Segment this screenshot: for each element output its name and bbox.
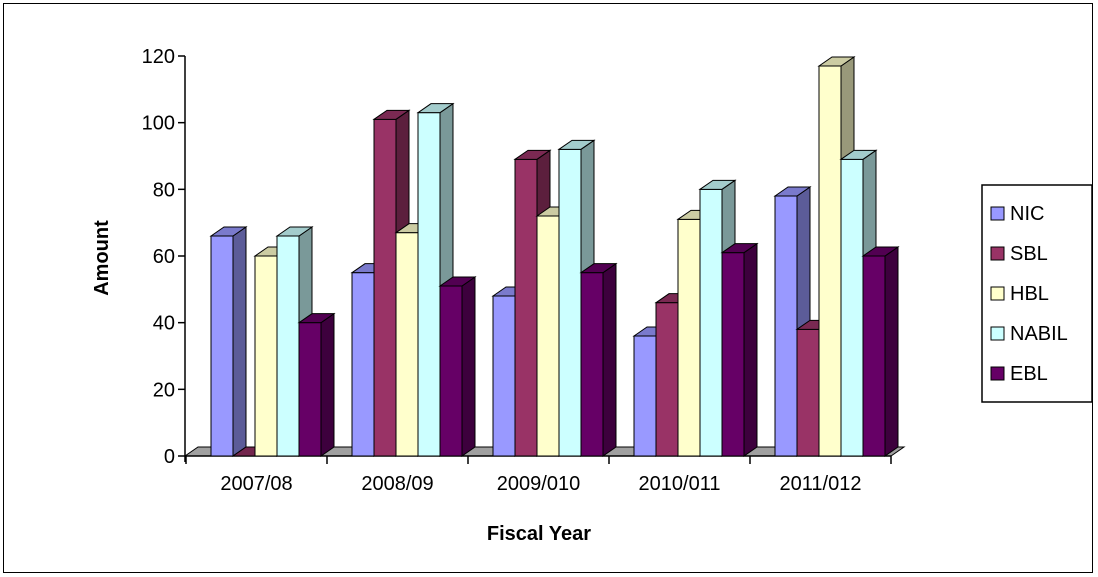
legend-label: EBL	[1010, 363, 1048, 385]
x-tick-label: 2007/08	[220, 473, 292, 495]
legend-label: SBL	[1010, 243, 1048, 265]
legend-item: NIC	[990, 203, 1044, 225]
legend: NIC SBL HBL NABIL EBL	[981, 184, 1093, 403]
legend-label: NIC	[1010, 203, 1044, 225]
y-tick-label: 100	[142, 113, 175, 135]
y-tick-label: 80	[153, 179, 175, 201]
legend-item: EBL	[990, 363, 1048, 385]
x-tick-label: 2010/011	[639, 473, 721, 495]
bar	[579, 262, 618, 457]
legend-label: HBL	[1010, 283, 1049, 305]
legend-item: NABIL	[990, 323, 1068, 345]
chart-labels: 0 20 40 60 80 100 120 2007/08 2008/09 2009/010 201…	[142, 46, 862, 495]
bar	[720, 242, 759, 457]
y-tick-label: 40	[153, 313, 175, 335]
y-tick-label: 60	[153, 246, 175, 268]
legend-item: HBL	[990, 283, 1049, 305]
legend-item: SBL	[990, 243, 1048, 265]
bar	[297, 312, 336, 457]
legend-label: NABIL	[1010, 323, 1068, 345]
x-axis-title: Fiscal Year	[487, 523, 591, 545]
y-tick-label: 120	[142, 46, 175, 68]
y-axis-title: Amount	[91, 220, 113, 296]
y-tick-label: 20	[153, 379, 175, 401]
chart-frame: 0 20 40 60 80 100 120 2007/08 2008/09 2009/010 201…	[3, 3, 1093, 573]
bar	[438, 276, 477, 457]
legend-swatch	[990, 326, 1005, 341]
chart-bars	[209, 56, 900, 457]
legend-swatch	[990, 366, 1005, 381]
legend-swatch	[990, 206, 1005, 221]
legend-swatch	[990, 246, 1005, 261]
bar	[209, 226, 248, 457]
y-tick-label: 0	[164, 446, 175, 468]
bar-chart: 0 20 40 60 80 100 120 2007/08 2008/09 2009/010 201…	[91, 46, 1093, 545]
x-tick-label: 2008/09	[361, 473, 433, 495]
bar	[861, 246, 900, 457]
legend-swatch	[990, 286, 1005, 301]
x-tick-label: 2011/012	[780, 473, 862, 495]
x-tick-label: 2009/010	[497, 473, 580, 495]
